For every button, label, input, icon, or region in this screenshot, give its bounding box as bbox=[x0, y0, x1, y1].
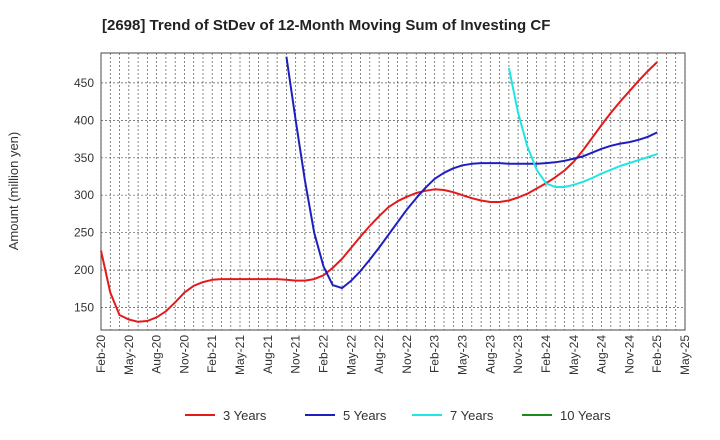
x-tick-label: Nov-24 bbox=[622, 335, 636, 374]
x-tick-label: Nov-20 bbox=[177, 335, 191, 374]
y-tick-labels: 150 200 250 300 350 400 450 bbox=[74, 76, 94, 315]
grid-lines bbox=[100, 53, 686, 330]
legend-label: 5 Years bbox=[343, 408, 387, 423]
series-line-5-years bbox=[285, 56, 658, 290]
legend-item: 3 Years bbox=[185, 408, 267, 423]
y-tick-label: 200 bbox=[74, 263, 94, 277]
x-tick-label: Feb-20 bbox=[94, 335, 108, 373]
legend-item: 5 Years bbox=[305, 408, 387, 423]
y-tick-label: 250 bbox=[74, 226, 94, 240]
x-tick-labels: Feb-20 May-20 Aug-20 Nov-20 Feb-21 May-21 Aug-… bbox=[94, 335, 692, 375]
legend-item: 7 Years bbox=[412, 408, 494, 423]
chart-title: [2698] Trend of StDev of 12-Month Moving… bbox=[102, 17, 550, 34]
x-tick-label: Feb-25 bbox=[650, 335, 664, 373]
x-tick-label: Feb-22 bbox=[317, 335, 331, 373]
x-tick-label: Feb-23 bbox=[428, 335, 442, 373]
y-tick-label: 450 bbox=[74, 76, 94, 90]
x-tick-label: May-22 bbox=[344, 335, 358, 375]
y-tick-label: 350 bbox=[74, 151, 94, 165]
y-tick-label: 300 bbox=[74, 188, 94, 202]
series-line-3-years bbox=[100, 61, 658, 323]
x-tick-label: Aug-22 bbox=[372, 335, 386, 374]
x-tick-label: May-23 bbox=[456, 335, 470, 375]
legend-label: 3 Years bbox=[223, 408, 267, 423]
x-tick-label: Aug-20 bbox=[150, 335, 164, 374]
series-lines bbox=[100, 56, 658, 323]
x-tick-label: Nov-23 bbox=[511, 335, 525, 374]
x-tick-label: Nov-22 bbox=[400, 335, 414, 374]
x-tick-label: May-20 bbox=[122, 335, 136, 375]
x-tick-label: Feb-24 bbox=[539, 335, 553, 373]
x-tick-label: May-24 bbox=[567, 335, 581, 375]
legend-item: 10 Years bbox=[522, 408, 611, 423]
x-tick-label: Aug-21 bbox=[261, 335, 275, 374]
x-tick-label: May-25 bbox=[678, 335, 692, 375]
x-tick-label: Feb-21 bbox=[205, 335, 219, 373]
series-line-7-years bbox=[507, 67, 658, 188]
x-tick-label: Aug-24 bbox=[595, 335, 609, 374]
legend-label: 10 Years bbox=[560, 408, 611, 423]
y-tick-label: 400 bbox=[74, 113, 94, 127]
y-tick-label: 150 bbox=[74, 301, 94, 315]
x-tick-label: Aug-23 bbox=[483, 335, 497, 374]
x-tick-label: Nov-21 bbox=[289, 335, 303, 374]
legend: 3 Years 5 Years 7 Years 10 Years bbox=[185, 408, 611, 423]
y-axis-label: Amount (million yen) bbox=[6, 132, 21, 251]
legend-label: 7 Years bbox=[450, 408, 494, 423]
x-tick-label: May-21 bbox=[233, 335, 247, 375]
